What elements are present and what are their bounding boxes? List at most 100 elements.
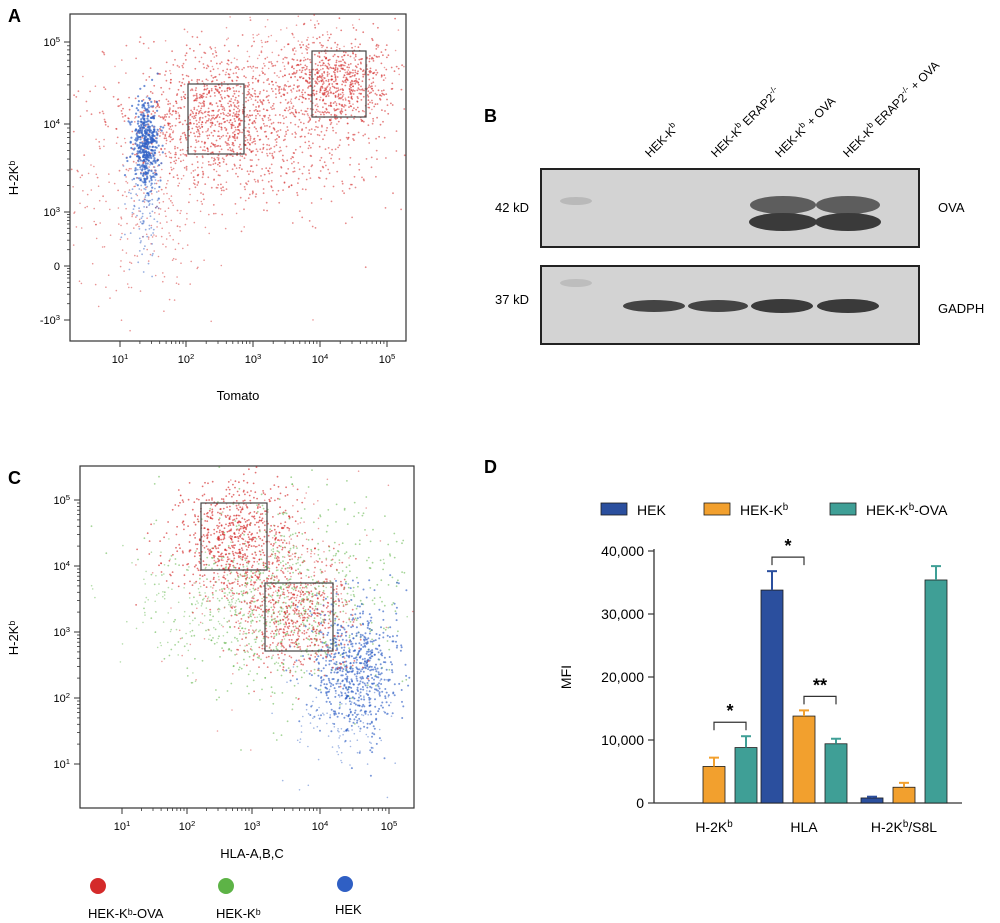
scatter-point-tomato <box>237 175 239 178</box>
scatter-point-tomato <box>124 191 126 193</box>
scatter-point-tomato <box>212 116 214 119</box>
scatter-point-tomato <box>229 68 232 71</box>
scatter-point-tomato <box>291 32 294 35</box>
scatter-point-tomato <box>367 95 370 98</box>
scatter-point-tomato <box>186 244 189 246</box>
scatter-point-blue <box>160 129 163 132</box>
scatter-point-red <box>239 525 242 528</box>
scatter-point-tomato <box>338 17 341 20</box>
scatter-point-green <box>319 617 322 619</box>
scatter-point-blue <box>271 712 273 715</box>
scatter-point-tomato <box>175 159 178 162</box>
scatter-point-green <box>212 593 214 596</box>
scatter-point-tomato <box>330 121 333 124</box>
scatter-point-green <box>197 602 199 604</box>
scatter-point-tomato <box>291 162 293 165</box>
scatter-point-blue <box>366 626 369 629</box>
scatter-point-tomato <box>190 109 193 112</box>
scatter-point-tomato <box>339 97 342 100</box>
scatter-point-blue <box>146 123 149 126</box>
scatter-point-tomato <box>192 176 195 179</box>
scatter-point-tomato <box>262 122 265 125</box>
scatter-point-blue <box>142 114 146 117</box>
scatter-point-tomato <box>367 99 370 102</box>
scatter-point-tomato <box>367 124 370 127</box>
scatter-point-blue <box>138 250 141 252</box>
scatter-point-blue <box>320 691 323 694</box>
scatter-point-blue <box>320 679 323 682</box>
scatter-point-tomato <box>372 60 375 62</box>
scatter-point-blue <box>140 123 143 126</box>
scatter-point-blue <box>335 661 338 663</box>
scatter-point-tomato <box>309 74 312 76</box>
scatter-point-blue <box>339 706 341 708</box>
scatter-point-tomato <box>362 75 365 78</box>
scatter-point-green <box>322 618 324 621</box>
scatter-point-blue <box>363 725 366 728</box>
scatter-point-green <box>235 608 237 611</box>
scatter-point-blue <box>353 711 356 714</box>
scatter-point-tomato <box>170 195 173 197</box>
scatter-point-green <box>352 590 355 592</box>
scatter-point-green <box>183 587 185 589</box>
scatter-point-blue <box>144 198 147 201</box>
scatter-point-tomato <box>172 204 174 207</box>
scatter-point-tomato <box>323 102 326 105</box>
scatter-point-tomato <box>320 156 323 159</box>
scatter-point-tomato <box>103 86 105 89</box>
scatter-point-blue <box>359 616 362 619</box>
scatter-point-tomato <box>109 208 111 211</box>
scatter-point-tomato <box>309 108 312 110</box>
scatter-point-green <box>393 556 396 559</box>
scatter-point-blue <box>367 714 370 716</box>
scatter-point-blue <box>371 751 374 754</box>
scatter-point-tomato <box>384 77 387 79</box>
scatter-point-blue <box>333 723 336 725</box>
scatter-point-tomato <box>361 80 364 83</box>
scatter-point-green <box>293 545 295 547</box>
scatter-point-blue <box>151 136 154 139</box>
scatter-point-tomato <box>163 275 166 278</box>
scatter-point-tomato <box>220 103 223 106</box>
scatter-point-tomato <box>354 38 357 41</box>
scatter-point-blue <box>159 125 162 128</box>
scatter-point-tomato <box>284 99 287 101</box>
scatter-point-tomato <box>204 115 207 118</box>
scatter-point-green <box>247 673 250 676</box>
scatter-point-blue <box>391 669 393 672</box>
scatter-point-tomato <box>200 30 203 33</box>
scatter-point-blue <box>299 738 302 740</box>
scatter-point-tomato <box>311 41 314 44</box>
scatter-point-tomato <box>213 179 215 181</box>
scatter-point-tomato <box>352 52 354 55</box>
scatter-point-tomato <box>372 89 374 92</box>
scatter-point-tomato <box>336 170 339 173</box>
scatter-point-blue <box>304 625 307 628</box>
scatter-point-tomato <box>95 173 98 176</box>
scatter-point-green <box>226 631 229 634</box>
scatter-point-tomato <box>276 134 279 137</box>
scatter-point-green <box>218 623 221 625</box>
scatter-point-tomato <box>217 130 220 133</box>
scatter-point-tomato <box>380 51 383 53</box>
scatter-point-blue <box>400 644 403 647</box>
scatter-point-blue <box>353 673 356 676</box>
scatter-point-tomato <box>335 109 338 111</box>
scatter-point-tomato <box>316 103 318 105</box>
scatter-point-tomato <box>284 135 286 138</box>
scatter-point-blue <box>353 702 356 705</box>
scatter-point-tomato <box>238 124 241 127</box>
scatter-point-red <box>264 493 266 496</box>
scatter-point-tomato <box>304 64 307 67</box>
scatter-point-tomato <box>251 141 254 144</box>
scatter-point-tomato <box>216 79 218 81</box>
scatter-point-blue <box>390 715 393 717</box>
scatter-point-tomato <box>331 154 333 156</box>
scatter-point-blue <box>395 612 398 615</box>
scatter-point-blue <box>137 100 140 103</box>
scatter-point-tomato <box>233 57 236 59</box>
scatter-point-tomato <box>230 98 233 100</box>
scatter-point-tomato <box>174 151 177 154</box>
scatter-point-tomato <box>232 132 234 134</box>
scatter-point-tomato <box>314 104 317 107</box>
